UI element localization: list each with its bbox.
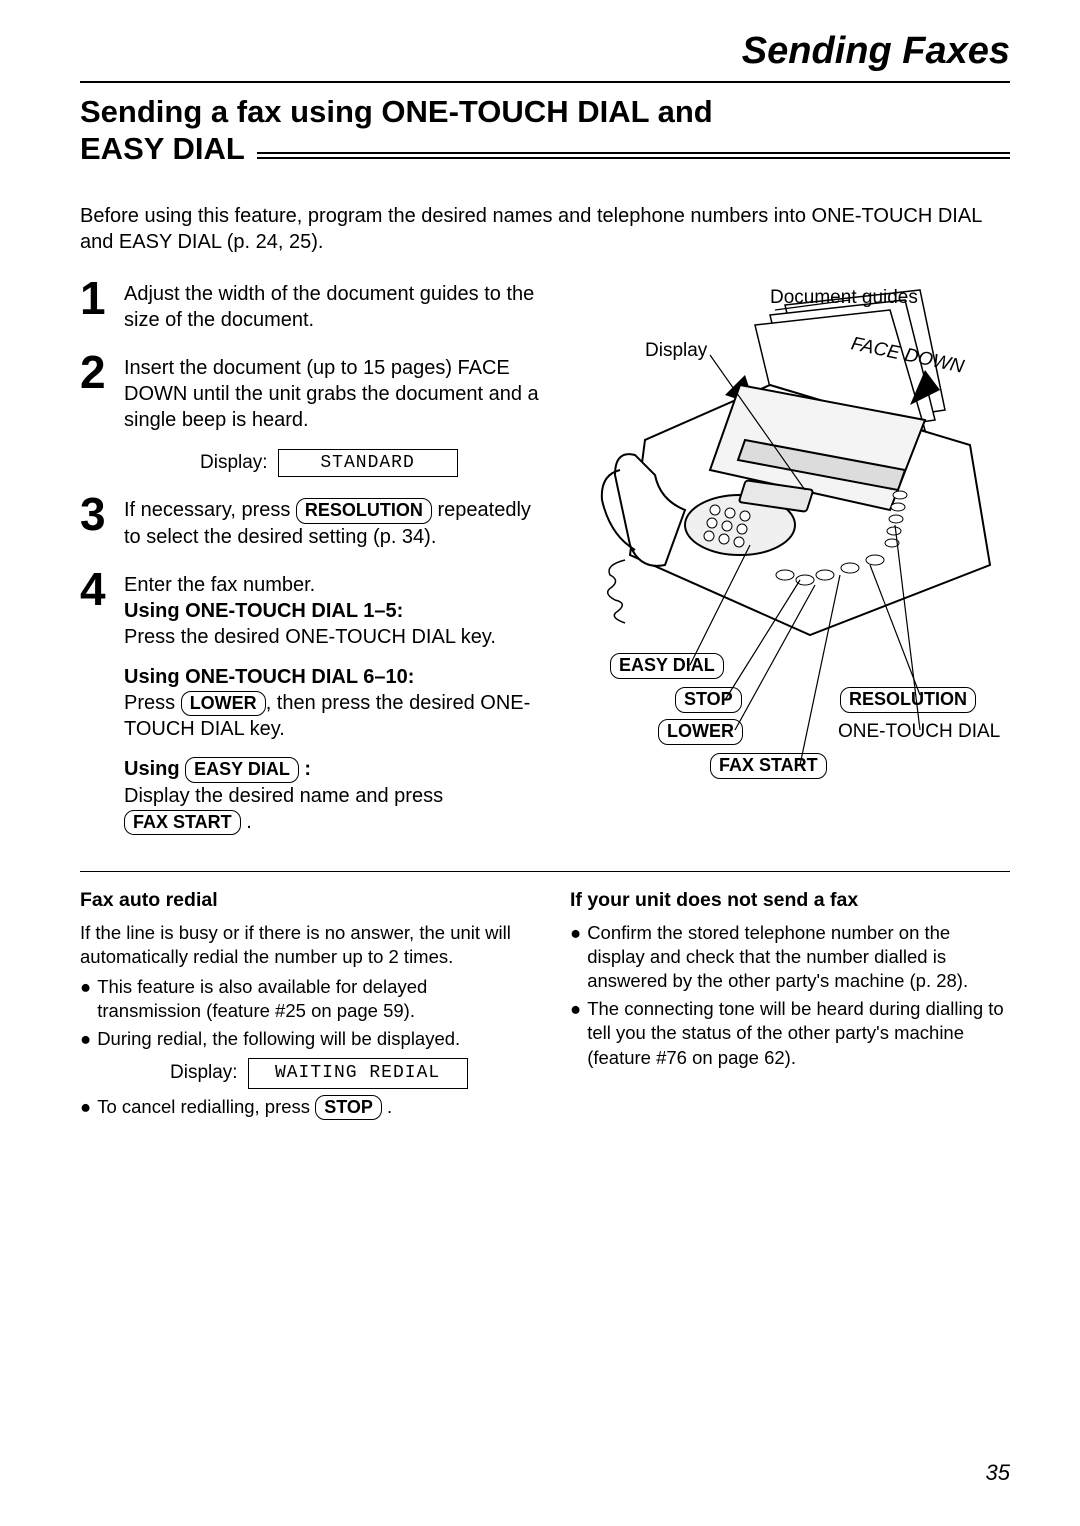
step-number: 1	[80, 275, 110, 333]
figure-column: Document guides Display FACE DOWN EASY D…	[560, 275, 1010, 851]
section-title-block: Sending a fax using ONE-TOUCH DIAL and E…	[80, 93, 1010, 167]
step-4: 4 Enter the fax number. Using ONE-TOUCH …	[80, 566, 540, 835]
left-bullet-3-post: .	[382, 1096, 392, 1117]
steps-column: 1 Adjust the width of the document guide…	[80, 275, 540, 851]
left-bullet-2: ●During redial, the following will be di…	[80, 1027, 520, 1051]
step-4-sub1-head: Using ONE-TOUCH DIAL 1–5:	[124, 598, 540, 624]
step-4-line1: Enter the fax number.	[124, 572, 540, 598]
left-bullet-1-text: This feature is also available for delay…	[97, 975, 520, 1023]
fig-display-label: Display	[645, 340, 707, 362]
right-bullet-1-text: Confirm the stored telephone number on t…	[587, 921, 1010, 993]
right-bullet-2-text: The connecting tone will be heard during…	[587, 997, 1010, 1069]
bottom-left-col: Fax auto redial If the line is busy or i…	[80, 888, 520, 1124]
fax-machine-figure: Document guides Display FACE DOWN EASY D…	[590, 275, 1010, 805]
step-1-text: Adjust the width of the document guides …	[124, 275, 540, 333]
fig-lower-key: LOWER	[658, 719, 743, 744]
step-4-sub2-head: Using ONE-TOUCH DIAL 6–10:	[124, 664, 540, 690]
section-title-rule	[257, 152, 1010, 159]
section-divider	[80, 871, 1010, 872]
header-rule	[80, 81, 1010, 83]
step-number: 2	[80, 349, 110, 433]
fax-auto-redial-p1: If the line is busy or if there is no an…	[80, 921, 520, 969]
step-4-sub3-head-line: Using EASY DIAL :	[124, 756, 540, 782]
stop-key-inline: STOP	[315, 1095, 382, 1120]
section-title-line1: Sending a fax using ONE-TOUCH DIAL and	[80, 93, 713, 130]
left-bullet-3-pre: To cancel redialling, press	[97, 1096, 315, 1117]
easy-dial-key: EASY DIAL	[185, 757, 299, 782]
step-4-sub3-keyline: FAX START .	[124, 809, 540, 835]
step-4-sub3-line2: Display the desired name and press	[124, 783, 540, 809]
section-title-line2: EASY DIAL	[80, 130, 245, 167]
step-2: 2 Insert the document (up to 15 pages) F…	[80, 349, 540, 433]
bottom-right-col: If your unit does not send a fax ●Confir…	[570, 888, 1010, 1124]
bullet-dot: ●	[80, 975, 91, 1023]
step-4-sub3-pre: Using	[124, 758, 185, 780]
display-row-1: Display: STANDARD	[200, 449, 540, 477]
step-number: 4	[80, 566, 110, 835]
fax-auto-redial-title: Fax auto redial	[80, 888, 520, 913]
right-bullet-1: ●Confirm the stored telephone number on …	[570, 921, 1010, 993]
fig-stop-key: STOP	[675, 687, 742, 712]
step-4-sub3-post: :	[299, 758, 311, 780]
display-label-2: Display:	[170, 1061, 238, 1086]
fig-fax-start-key: FAX START	[710, 753, 827, 778]
resolution-key: RESOLUTION	[296, 498, 432, 523]
display-value: STANDARD	[278, 449, 458, 477]
left-bullet-3: ● To cancel redialling, press STOP .	[80, 1095, 520, 1120]
lower-key: LOWER	[181, 691, 266, 716]
bullet-dot: ●	[570, 997, 581, 1069]
fig-one-touch-label: ONE-TOUCH DIAL	[838, 721, 1000, 743]
fig-easy-dial-key: EASY DIAL	[610, 653, 724, 678]
step-4-sub2-pre: Press	[124, 692, 181, 714]
page-number: 35	[986, 1460, 1010, 1486]
step-3-pre: If necessary, press	[124, 499, 296, 521]
left-bullet-2-text: During redial, the following will be dis…	[97, 1027, 460, 1051]
bottom-row: Fax auto redial If the line is busy or i…	[80, 888, 1010, 1124]
step-4-sub3-period: .	[241, 811, 252, 833]
step-2-text: Insert the document (up to 15 pages) FAC…	[124, 349, 540, 433]
left-bullet-3-content: To cancel redialling, press STOP .	[97, 1095, 392, 1120]
step-4-sub2-line: Press LOWER, then press the desired ONE-…	[124, 690, 540, 742]
step-4-sub1-text: Press the desired ONE-TOUCH DIAL key.	[124, 624, 540, 650]
step-3: 3 If necessary, press RESOLUTION repeate…	[80, 491, 540, 549]
step-number: 3	[80, 491, 110, 549]
bullet-dot: ●	[80, 1027, 91, 1051]
unit-not-send-title: If your unit does not send a fax	[570, 888, 1010, 913]
bullet-dot: ●	[570, 921, 581, 993]
step-3-body: If necessary, press RESOLUTION repeatedl…	[124, 491, 540, 549]
page-title: Sending Faxes	[80, 30, 1010, 73]
fig-resolution-key: RESOLUTION	[840, 687, 976, 712]
fig-doc-guides-label: Document guides	[770, 287, 918, 309]
left-bullet-1: ●This feature is also available for dela…	[80, 975, 520, 1023]
display-row-2: Display: WAITING REDIAL	[170, 1058, 520, 1089]
intro-paragraph: Before using this feature, program the d…	[80, 203, 1010, 255]
step-4-body: Enter the fax number. Using ONE-TOUCH DI…	[124, 566, 540, 835]
main-row: 1 Adjust the width of the document guide…	[80, 275, 1010, 851]
fax-start-key: FAX START	[124, 810, 241, 835]
right-bullet-2: ●The connecting tone will be heard durin…	[570, 997, 1010, 1069]
bullet-dot: ●	[80, 1095, 91, 1120]
page-header: Sending Faxes	[80, 30, 1010, 73]
display-label: Display:	[200, 452, 268, 474]
step-1: 1 Adjust the width of the document guide…	[80, 275, 540, 333]
display-value-2: WAITING REDIAL	[248, 1058, 468, 1089]
